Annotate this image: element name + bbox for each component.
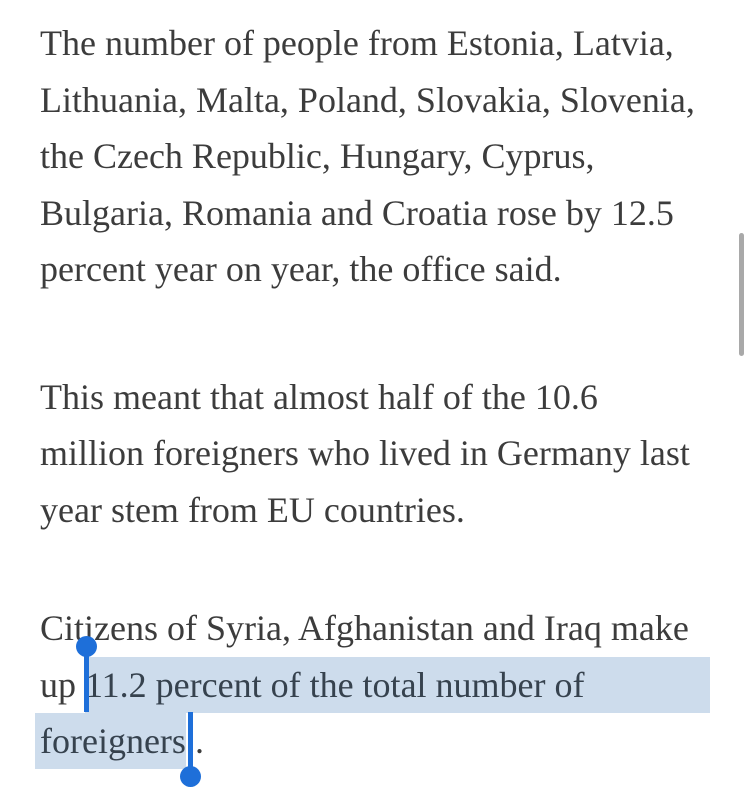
selection-highlight[interactable]: 11.2 percent of the total number of	[76, 635, 710, 713]
selected-text: 11.2 percent of the total number of	[85, 664, 585, 705]
selection-start-handle[interactable]	[76, 635, 97, 657]
selection-highlight[interactable]: foreigners	[35, 713, 186, 769]
selection-end-handle[interactable]	[179, 766, 201, 787]
selection-start-handle-stem[interactable]	[84, 646, 89, 712]
text-line: Citizens of Syria, Afghanistan and Iraq …	[40, 608, 689, 648]
article-text: The number of people from Estonia, Latvi…	[35, 15, 710, 787]
paragraph: This meant that almost half of the 10.6 …	[40, 369, 710, 539]
text-line: the Czech Republic, Hungary, Cyprus,	[40, 136, 595, 176]
text-line: percent year on year, the office said.	[40, 249, 562, 289]
text-line: Lithuania, Malta, Poland, Slovakia, Slov…	[40, 79, 695, 120]
text-line: This meant that almost half of the 10.6	[40, 376, 598, 417]
selection-end-handle-stem[interactable]	[187, 712, 193, 768]
text-line: The number of people from Estonia, Latvi…	[40, 23, 674, 63]
text-line-with-selection: foreigners.	[35, 712, 710, 787]
selection-end-handle-anchor	[179, 712, 201, 787]
text-line-with-selection: up 11.2 percent of the total number of	[40, 635, 710, 713]
scrollbar-thumb[interactable]	[739, 233, 744, 356]
paragraph: Citizens of Syria, Afghanistan and Iraq …	[35, 600, 710, 787]
selected-text: foreigners	[40, 721, 186, 761]
text-line: year stem from EU countries.	[40, 489, 465, 530]
unselected-text: .	[194, 721, 204, 761]
text-line: Bulgaria, Romania and Croatia rose by 12…	[40, 192, 674, 233]
text-line: million foreigners who lived in Germany …	[40, 433, 690, 473]
paragraph: The number of people from Estonia, Latvi…	[40, 15, 710, 298]
unselected-text: up	[40, 664, 85, 705]
